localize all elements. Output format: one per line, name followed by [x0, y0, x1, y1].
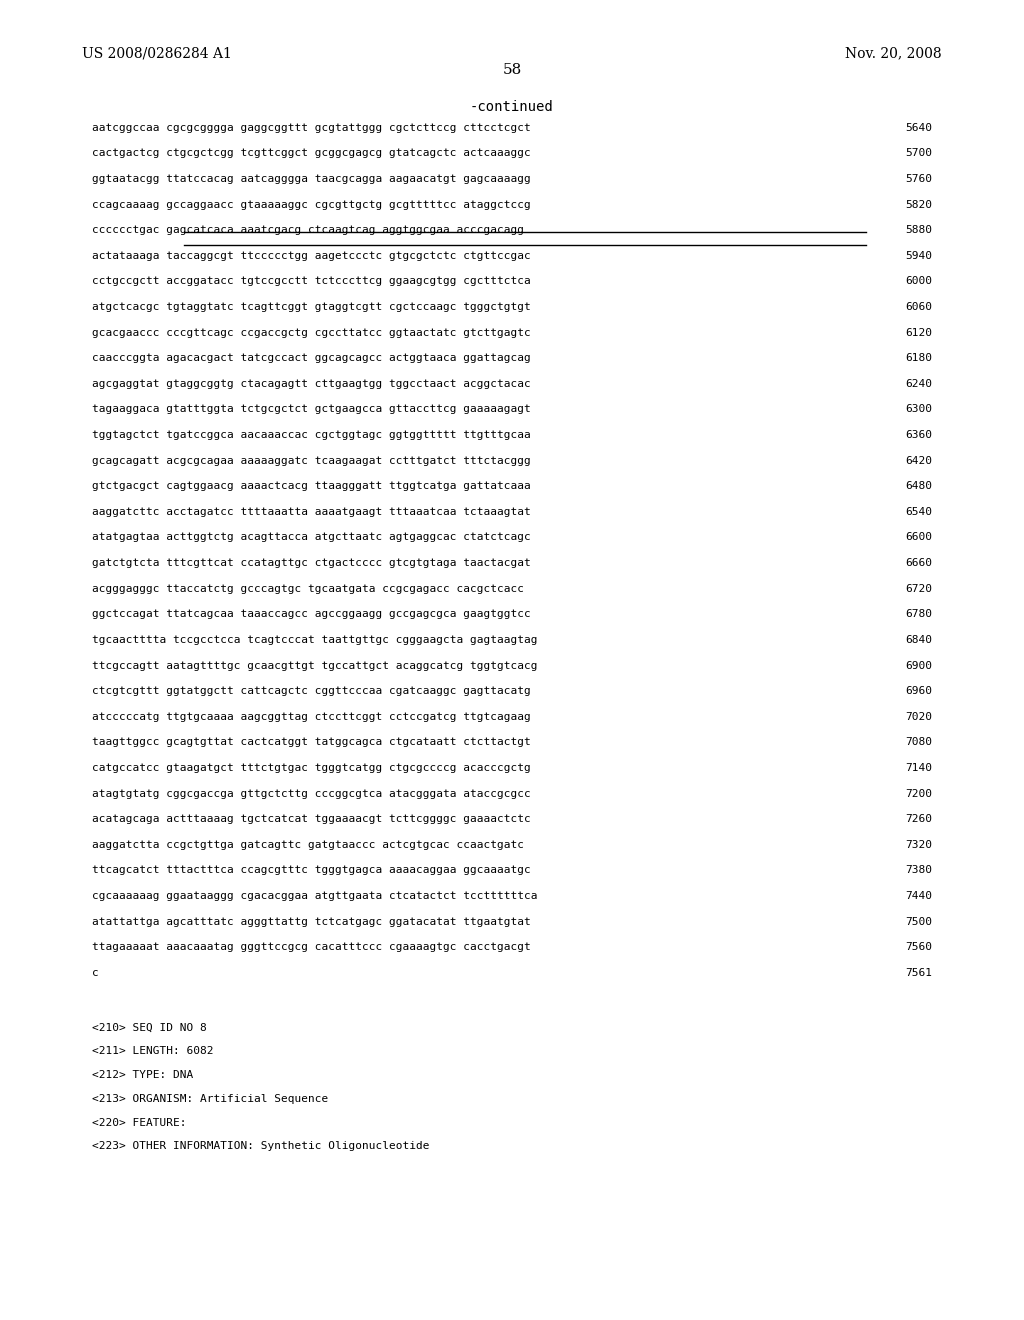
Text: 5880: 5880 [905, 226, 932, 235]
Text: 7260: 7260 [905, 814, 932, 824]
Text: -continued: -continued [470, 100, 554, 115]
Text: 6840: 6840 [905, 635, 932, 645]
Text: <211> LENGTH: 6082: <211> LENGTH: 6082 [92, 1047, 214, 1056]
Text: gatctgtcta tttcgttcat ccatagttgc ctgactcccc gtcgtgtaga taactacgat: gatctgtcta tttcgttcat ccatagttgc ctgactc… [92, 558, 530, 568]
Text: 6300: 6300 [905, 404, 932, 414]
Text: ggtaatacgg ttatccacag aatcagggga taacgcagga aagaacatgt gagcaaaagg: ggtaatacgg ttatccacag aatcagggga taacgca… [92, 174, 530, 183]
Text: atattattga agcatttatc agggttattg tctcatgagc ggatacatat ttgaatgtat: atattattga agcatttatc agggttattg tctcatg… [92, 916, 530, 927]
Text: cctgccgctt accggatacc tgtccgcctt tctcccttcg ggaagcgtgg cgctttctca: cctgccgctt accggatacc tgtccgcctt tctccct… [92, 276, 530, 286]
Text: 5940: 5940 [905, 251, 932, 261]
Text: tgcaactttta tccgcctcca tcagtcccat taattgttgc cgggaagcta gagtaagtag: tgcaactttta tccgcctcca tcagtcccat taattg… [92, 635, 538, 645]
Text: <220> FEATURE:: <220> FEATURE: [92, 1118, 186, 1127]
Text: ggctccagat ttatcagcaa taaaccagcc agccggaagg gccgagcgca gaagtggtcc: ggctccagat ttatcagcaa taaaccagcc agccgga… [92, 610, 530, 619]
Text: actataaaga taccaggcgt ttccccctgg aagetccctc gtgcgctctc ctgttccgac: actataaaga taccaggcgt ttccccctgg aagetcc… [92, 251, 530, 261]
Text: ccagcaaaag gccaggaacc gtaaaaaggc cgcgttgctg gcgtttttcc ataggctccg: ccagcaaaag gccaggaacc gtaaaaaggc cgcgttg… [92, 199, 530, 210]
Text: <213> ORGANISM: Artificial Sequence: <213> ORGANISM: Artificial Sequence [92, 1094, 329, 1104]
Text: gcagcagatt acgcgcagaa aaaaaggatc tcaagaagat cctttgatct tttctacggg: gcagcagatt acgcgcagaa aaaaaggatc tcaagaa… [92, 455, 530, 466]
Text: 6420: 6420 [905, 455, 932, 466]
Text: cgcaaaaaag ggaataaggg cgacacggaa atgttgaata ctcatactct tccttttttca: cgcaaaaaag ggaataaggg cgacacggaa atgttga… [92, 891, 538, 902]
Text: <223> OTHER INFORMATION: Synthetic Oligonucleotide: <223> OTHER INFORMATION: Synthetic Oligo… [92, 1142, 430, 1151]
Text: gcacgaaccc cccgttcagc ccgaccgctg cgccttatcc ggtaactatc gtcttgagtc: gcacgaaccc cccgttcagc ccgaccgctg cgcctta… [92, 327, 530, 338]
Text: 5700: 5700 [905, 148, 932, 158]
Text: atgctcacgc tgtaggtatc tcagttcggt gtaggtcgtt cgctccaagc tgggctgtgt: atgctcacgc tgtaggtatc tcagttcggt gtaggtc… [92, 302, 530, 312]
Text: 6000: 6000 [905, 276, 932, 286]
Text: <210> SEQ ID NO 8: <210> SEQ ID NO 8 [92, 1023, 207, 1032]
Text: 6240: 6240 [905, 379, 932, 389]
Text: 6660: 6660 [905, 558, 932, 568]
Text: gtctgacgct cagtggaacg aaaactcacg ttaagggatt ttggtcatga gattatcaaa: gtctgacgct cagtggaacg aaaactcacg ttaaggg… [92, 482, 530, 491]
Text: 7440: 7440 [905, 891, 932, 902]
Text: 7560: 7560 [905, 942, 932, 952]
Text: catgccatcc gtaagatgct tttctgtgac tgggtcatgg ctgcgccccg acacccgctg: catgccatcc gtaagatgct tttctgtgac tgggtca… [92, 763, 530, 774]
Text: 5640: 5640 [905, 123, 932, 133]
Text: 7380: 7380 [905, 866, 932, 875]
Text: 7020: 7020 [905, 711, 932, 722]
Text: atcccccatg ttgtgcaaaa aagcggttag ctccttcggt cctccgatcg ttgtcagaag: atcccccatg ttgtgcaaaa aagcggttag ctccttc… [92, 711, 530, 722]
Text: 7200: 7200 [905, 788, 932, 799]
Text: 7320: 7320 [905, 840, 932, 850]
Text: 7080: 7080 [905, 738, 932, 747]
Text: 58: 58 [503, 63, 521, 78]
Text: 6060: 6060 [905, 302, 932, 312]
Text: 6720: 6720 [905, 583, 932, 594]
Text: <212> TYPE: DNA: <212> TYPE: DNA [92, 1071, 194, 1080]
Text: atatgagtaa acttggtctg acagttacca atgcttaatc agtgaggcac ctatctcagc: atatgagtaa acttggtctg acagttacca atgctta… [92, 532, 530, 543]
Text: aatcggccaa cgcgcgggga gaggcggttt gcgtattggg cgctcttccg cttcctcgct: aatcggccaa cgcgcgggga gaggcggttt gcgtatt… [92, 123, 530, 133]
Text: aaggatctta ccgctgttga gatcagttc gatgtaaccc actcgtgcac ccaactgatc: aaggatctta ccgctgttga gatcagttc gatgtaac… [92, 840, 524, 850]
Text: 6480: 6480 [905, 482, 932, 491]
Text: 6600: 6600 [905, 532, 932, 543]
Text: ttcgccagtt aatagttttgc gcaacgttgt tgccattgct acaggcatcg tggtgtcacg: ttcgccagtt aatagttttgc gcaacgttgt tgccat… [92, 660, 538, 671]
Text: 5760: 5760 [905, 174, 932, 183]
Text: 5820: 5820 [905, 199, 932, 210]
Text: ttagaaaaat aaacaaatag gggttccgcg cacatttccc cgaaaagtgc cacctgacgt: ttagaaaaat aaacaaatag gggttccgcg cacattt… [92, 942, 530, 952]
Text: 6780: 6780 [905, 610, 932, 619]
Text: acgggagggc ttaccatctg gcccagtgc tgcaatgata ccgcgagacc cacgctcacc: acgggagggc ttaccatctg gcccagtgc tgcaatga… [92, 583, 524, 594]
Text: taagttggcc gcagtgttat cactcatggt tatggcagca ctgcataatt ctcttactgt: taagttggcc gcagtgttat cactcatggt tatggca… [92, 738, 530, 747]
Text: Nov. 20, 2008: Nov. 20, 2008 [846, 46, 942, 61]
Text: acatagcaga actttaaaag tgctcatcat tggaaaacgt tcttcggggc gaaaactctc: acatagcaga actttaaaag tgctcatcat tggaaaa… [92, 814, 530, 824]
Text: atagtgtatg cggcgaccga gttgctcttg cccggcgtca atacgggata ataccgcgcc: atagtgtatg cggcgaccga gttgctcttg cccggcg… [92, 788, 530, 799]
Text: 7561: 7561 [905, 968, 932, 978]
Text: ctcgtcgttt ggtatggctt cattcagctc cggttcccaa cgatcaaggc gagttacatg: ctcgtcgttt ggtatggctt cattcagctc cggttcc… [92, 686, 530, 696]
Text: cccccctgac gagcatcaca aaatcgacg ctcaagtcag aggtggcgaa acccgacagg: cccccctgac gagcatcaca aaatcgacg ctcaagtc… [92, 226, 524, 235]
Text: 6900: 6900 [905, 660, 932, 671]
Text: 6180: 6180 [905, 354, 932, 363]
Text: 6120: 6120 [905, 327, 932, 338]
Text: aaggatcttc acctagatcc ttttaaatta aaaatgaagt tttaaatcaa tctaaagtat: aaggatcttc acctagatcc ttttaaatta aaaatga… [92, 507, 530, 517]
Text: agcgaggtat gtaggcggtg ctacagagtt cttgaagtgg tggcctaact acggctacac: agcgaggtat gtaggcggtg ctacagagtt cttgaag… [92, 379, 530, 389]
Text: tagaaggaca gtatttggta tctgcgctct gctgaagcca gttaccttcg gaaaaagagt: tagaaggaca gtatttggta tctgcgctct gctgaag… [92, 404, 530, 414]
Text: 6540: 6540 [905, 507, 932, 517]
Text: US 2008/0286284 A1: US 2008/0286284 A1 [82, 46, 231, 61]
Text: caacccggta agacacgact tatcgccact ggcagcagcc actggtaaca ggattagcag: caacccggta agacacgact tatcgccact ggcagca… [92, 354, 530, 363]
Text: cactgactcg ctgcgctcgg tcgttcggct gcggcgagcg gtatcagctc actcaaaggc: cactgactcg ctgcgctcgg tcgttcggct gcggcga… [92, 148, 530, 158]
Text: ttcagcatct tttactttca ccagcgtttc tgggtgagca aaaacaggaa ggcaaaatgc: ttcagcatct tttactttca ccagcgtttc tgggtga… [92, 866, 530, 875]
Text: 7140: 7140 [905, 763, 932, 774]
Text: 6360: 6360 [905, 430, 932, 440]
Text: tggtagctct tgatccggca aacaaaccac cgctggtagc ggtggttttt ttgtttgcaa: tggtagctct tgatccggca aacaaaccac cgctggt… [92, 430, 530, 440]
Text: c: c [92, 968, 99, 978]
Text: 7500: 7500 [905, 916, 932, 927]
Text: 6960: 6960 [905, 686, 932, 696]
